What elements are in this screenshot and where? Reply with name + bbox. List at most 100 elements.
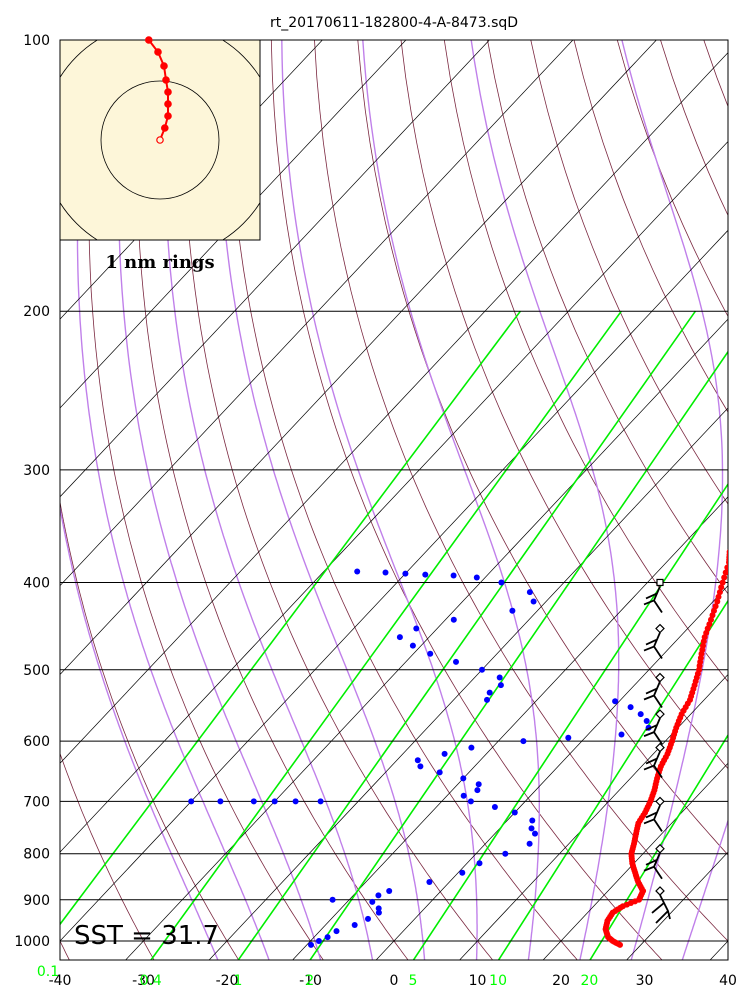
pressure-tick-label: 700: [23, 794, 50, 810]
wind-barb-station: [655, 886, 665, 896]
dewpoint-point: [612, 698, 619, 705]
temperature-point: [706, 621, 713, 628]
dewpoint-point: [396, 634, 403, 641]
temperature-tick-label: -20: [216, 973, 239, 989]
dewpoint-point: [271, 798, 278, 805]
dewpoint-point: [486, 689, 493, 696]
wind-barb-staff: [643, 751, 663, 779]
wind-barbs: [643, 578, 671, 924]
dewpoint-point: [467, 798, 474, 805]
wind-barb-station: [656, 578, 664, 587]
pressure-tick-label: 300: [23, 463, 50, 479]
mixing-ratio-line: [309, 350, 728, 960]
dewpoint-point: [528, 825, 535, 832]
temperature-tick-labels: -40 -30 -20 -10 0 10 20 30 40: [49, 973, 737, 989]
hodograph-track: [145, 36, 172, 144]
temperature-point: [667, 741, 674, 748]
hodograph-point: [145, 36, 153, 44]
dewpoint-point: [354, 568, 361, 575]
dewpoint-point: [308, 941, 314, 948]
dry-adiabat: [400, 40, 728, 770]
isotherm: [60, 140, 728, 853]
mixing-ratio-line: [149, 310, 622, 960]
hodograph-point: [160, 62, 168, 70]
wind-barb-staff: [643, 586, 663, 613]
isotherm: [60, 40, 574, 587]
mixing-ratio-label: 2: [305, 973, 314, 989]
pressure-tick-label: 600: [23, 734, 50, 750]
temperature-point: [722, 569, 728, 576]
temperature-point: [726, 552, 728, 558]
temperature-point: [719, 579, 726, 586]
dry-adiabat: [270, 40, 663, 960]
dewpoint-point: [476, 860, 483, 867]
moist-adiabat: [470, 40, 620, 960]
temperature-point: [646, 801, 653, 808]
dewpoint-point: [520, 738, 527, 745]
hodograph-point: [162, 76, 170, 84]
wind-barb: [643, 843, 665, 880]
wind-barb: [643, 578, 664, 613]
temperature-point: [634, 822, 641, 829]
wind-barb: [643, 796, 665, 832]
hodograph-point: [164, 88, 172, 96]
temperature-point: [697, 654, 704, 661]
dry-adiabat: [443, 40, 728, 683]
dry-adiabat: [227, 40, 578, 960]
hodograph-point: [156, 136, 164, 144]
dewpoint-point: [375, 905, 382, 912]
dewpoint-point: [460, 775, 467, 782]
mixing-ratio-label: 1: [234, 973, 243, 989]
temperature-point: [672, 728, 679, 735]
wind-barb: [643, 672, 665, 709]
mixing-ratio-line: [237, 310, 697, 960]
temperature-point: [632, 898, 638, 905]
mixing-ratio-line: [412, 482, 728, 960]
temperature-point: [724, 564, 728, 571]
dewpoint-point: [386, 888, 393, 894]
moist-adiabat: [681, 818, 728, 960]
hodograph-rings-label: 1 nm rings: [105, 252, 214, 273]
sounding-profiles: [188, 549, 728, 948]
wind-barb-station: [655, 623, 665, 634]
dry-adiabat: [692, 0, 750, 978]
dewpoint-point: [382, 569, 389, 576]
isotherm: [60, 52, 728, 764]
isotherm: [292, 496, 728, 960]
dewpoint-point: [375, 892, 382, 899]
mixing-ratio-label: 10: [489, 973, 507, 989]
temperature-tick-label: 10: [469, 973, 487, 989]
dry-adiabat: [487, 40, 728, 595]
dewpoint-point: [474, 787, 481, 794]
wind-barb-station: [655, 796, 665, 807]
dewpoint-point: [441, 750, 448, 757]
wind-barb-staff: [651, 894, 671, 924]
isotherm: [60, 40, 657, 675]
temperature-point: [684, 700, 691, 707]
temperature-point: [718, 584, 725, 591]
temperature-point: [636, 881, 643, 888]
dewpoint-point: [436, 769, 443, 776]
dewpoint-point: [250, 798, 257, 805]
pressure-tick-label: 400: [23, 576, 50, 592]
mixing-ratio-label: 0.4: [140, 973, 162, 989]
dewpoint-point: [422, 571, 429, 578]
pressure-tick-label: 1000: [14, 934, 50, 950]
dewpoint-point: [530, 598, 537, 605]
mixing-ratio-line: [589, 733, 728, 960]
wind-barb: [651, 886, 671, 924]
temperature-point: [653, 778, 660, 785]
pressure-tick-label: 200: [23, 304, 50, 320]
isotherm: [375, 585, 728, 960]
dewpoint-point: [453, 658, 459, 665]
hodograph-point: [161, 124, 169, 132]
dry-adiabat: [60, 499, 240, 960]
dewpoint-point: [417, 763, 424, 770]
dewpoint-point: [637, 711, 644, 718]
wind-barb: [643, 709, 665, 745]
mixing-ratio-label: 5: [409, 973, 418, 989]
temperature-point: [721, 574, 728, 581]
dewpoint-point: [369, 898, 376, 905]
dry-adiabat: [88, 40, 324, 960]
wind-barb-station: [655, 672, 665, 683]
